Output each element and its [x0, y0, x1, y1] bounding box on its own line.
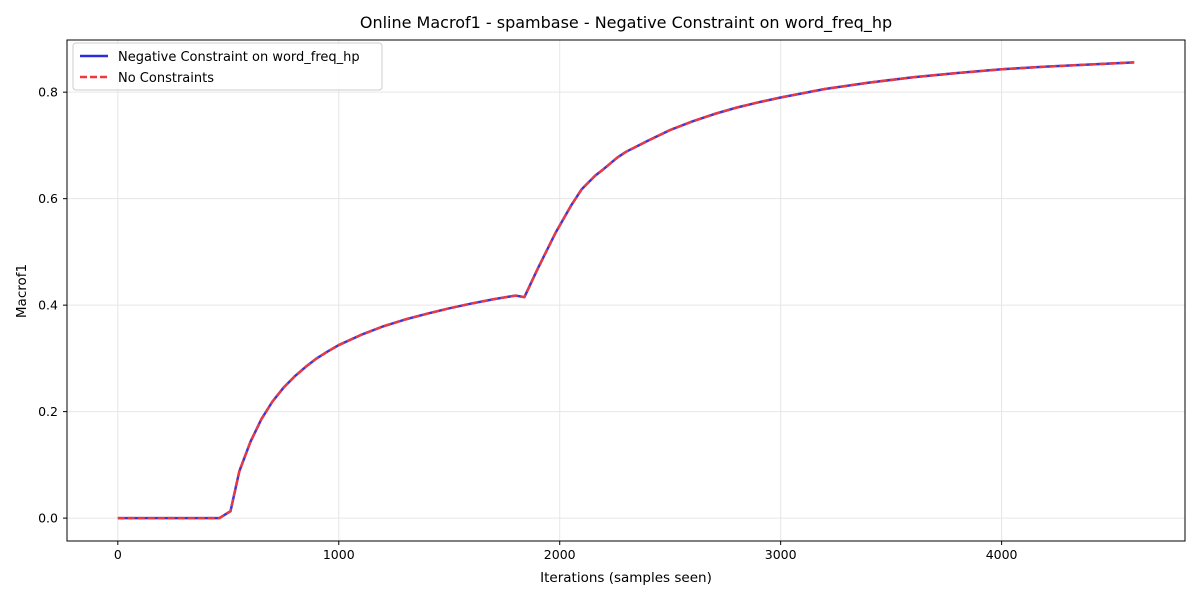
y-tick-label: 0.2: [38, 404, 58, 419]
series-line-no-constraints: [117, 61, 1135, 520]
y-tick-label: 0.8: [38, 85, 58, 100]
x-tick-label: 4000: [986, 547, 1018, 562]
legend-label-negative-constraint: Negative Constraint on word_freq_hp: [118, 50, 360, 65]
legend-box: [72, 42, 383, 91]
plot-frame: [66, 39, 1186, 542]
y-tick-label: 0.0: [38, 511, 58, 526]
chart-title: Online Macrof1 - spambase - Negative Con…: [360, 13, 892, 33]
y-axis-label: Macrof1: [14, 264, 30, 318]
legend-label-no-constraints: No Constraints: [118, 71, 214, 86]
x-tick-label: 1000: [323, 547, 355, 562]
x-tick-label: 3000: [765, 547, 797, 562]
plot-lines: [117, 61, 1135, 520]
y-tick-label: 0.6: [38, 191, 58, 206]
x-axis-label: Iterations (samples seen): [540, 570, 712, 586]
x-tick-label: 0: [114, 547, 122, 562]
axis-ticks: 0 1000 2000 3000 4000 0.0 0.2 0.4 0.6 0.8: [38, 85, 1017, 562]
y-tick-label: 0.4: [38, 298, 58, 313]
grid: [67, 40, 1185, 541]
legend: Negative Constraint on word_freq_hp No C…: [72, 42, 383, 91]
x-tick-label: 2000: [544, 547, 576, 562]
